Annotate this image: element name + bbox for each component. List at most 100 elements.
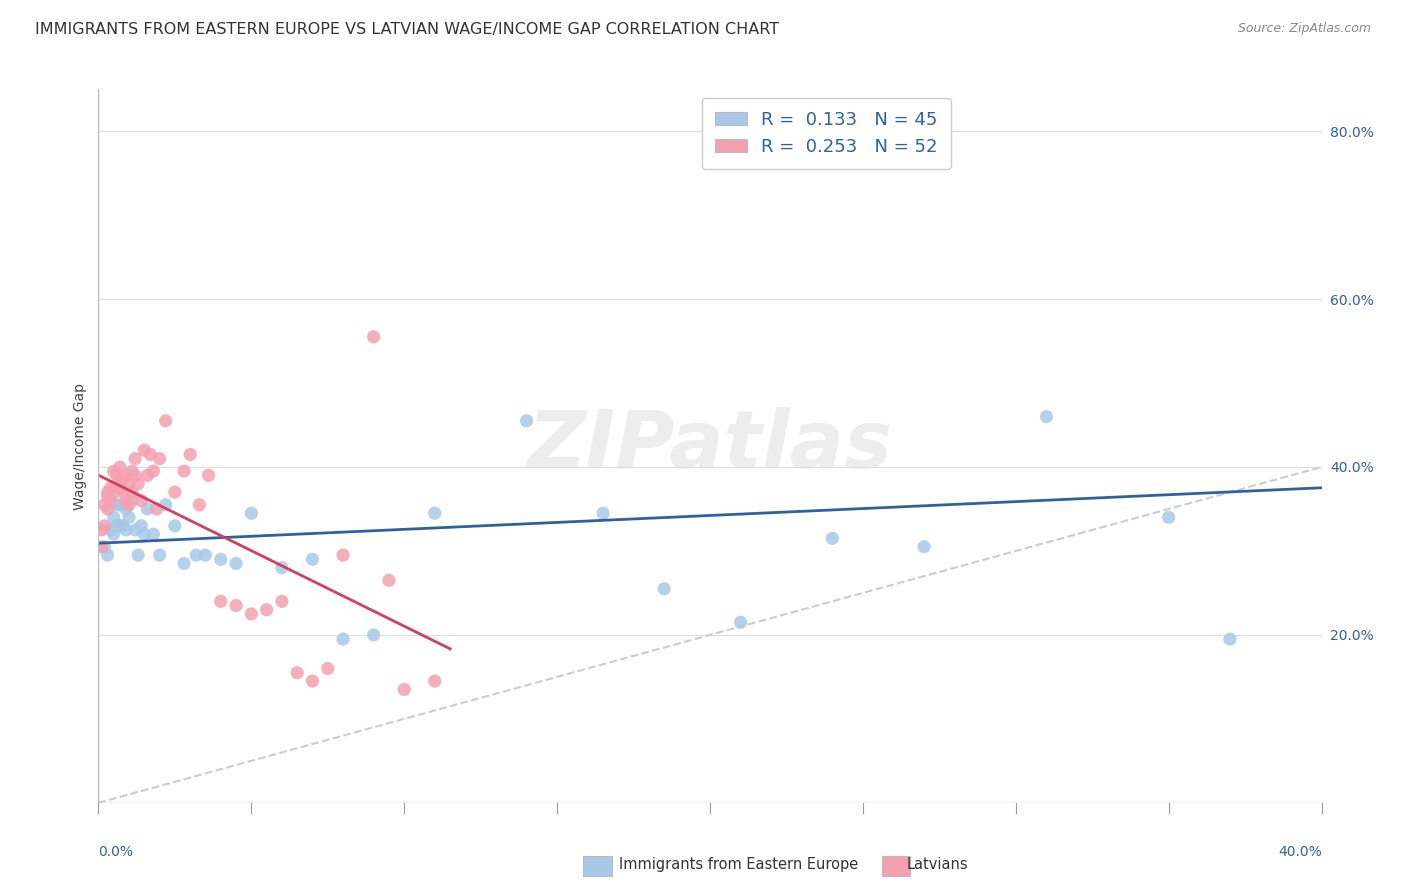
Point [103, 527, 125, 541]
Point [100, 493, 122, 508]
Point [111, 473, 134, 487]
Point [124, 468, 146, 483]
Point [173, 557, 195, 571]
Point [145, 502, 167, 516]
Point [332, 632, 354, 646]
Point [105, 498, 128, 512]
Point [163, 518, 186, 533]
Point [240, 607, 263, 621]
Point [93, 540, 115, 554]
Point [142, 527, 165, 541]
Point [90, 523, 112, 537]
Text: 40.0%: 40.0% [1278, 845, 1322, 859]
Point [108, 518, 131, 533]
Point [592, 506, 614, 520]
Point [363, 628, 385, 642]
Point [155, 414, 177, 428]
Point [105, 468, 128, 483]
Point [155, 498, 177, 512]
Point [516, 414, 538, 428]
Point [332, 548, 354, 562]
Point [194, 548, 217, 562]
Bar [583, 856, 612, 876]
Point [115, 493, 138, 508]
Point [225, 599, 247, 613]
Point [285, 665, 308, 680]
Point [97, 502, 120, 516]
Point [93, 498, 115, 512]
Point [149, 548, 172, 562]
Text: 0.0%: 0.0% [98, 845, 134, 859]
Point [423, 506, 446, 520]
Text: IMMIGRANTS FROM EASTERN EUROPE VS LATVIAN WAGE/INCOME GAP CORRELATION CHART: IMMIGRANTS FROM EASTERN EUROPE VS LATVIA… [35, 22, 779, 37]
Point [93, 518, 115, 533]
Point [121, 485, 143, 500]
Point [111, 518, 134, 533]
Bar [882, 856, 910, 876]
Point [173, 464, 195, 478]
Point [136, 502, 159, 516]
Legend: R =  0.133   N = 45, R =  0.253   N = 52: R = 0.133 N = 45, R = 0.253 N = 52 [702, 98, 950, 169]
Point [1035, 409, 1057, 424]
Point [103, 510, 125, 524]
Point [97, 485, 120, 500]
Point [121, 464, 143, 478]
Point [100, 481, 122, 495]
Point [121, 493, 143, 508]
Point [301, 552, 323, 566]
Point [197, 468, 219, 483]
Point [134, 443, 156, 458]
Point [821, 532, 844, 546]
Point [270, 560, 292, 574]
Point [105, 476, 128, 491]
Point [108, 460, 131, 475]
Point [136, 468, 159, 483]
Point [108, 498, 131, 512]
Point [127, 476, 149, 491]
Point [163, 485, 186, 500]
Point [652, 582, 675, 596]
Point [912, 540, 935, 554]
Point [97, 548, 120, 562]
Point [363, 330, 385, 344]
Point [256, 603, 278, 617]
Point [186, 548, 208, 562]
Point [124, 451, 146, 466]
Point [105, 518, 128, 533]
Point [103, 485, 125, 500]
Point [111, 498, 134, 512]
Point [149, 451, 172, 466]
Point [118, 498, 141, 512]
Point [129, 493, 152, 508]
Point [124, 523, 146, 537]
Point [188, 498, 211, 512]
Point [103, 464, 125, 478]
Point [139, 447, 162, 461]
Point [240, 506, 263, 520]
Point [90, 540, 112, 554]
Point [179, 447, 201, 461]
Point [730, 615, 752, 630]
Point [378, 574, 401, 588]
Point [142, 464, 165, 478]
Point [209, 594, 232, 608]
Point [100, 523, 122, 537]
Point [134, 527, 156, 541]
Y-axis label: Wage/Income Gap: Wage/Income Gap [73, 383, 87, 509]
Text: Immigrants from Eastern Europe: Immigrants from Eastern Europe [619, 857, 858, 872]
Text: Source: ZipAtlas.com: Source: ZipAtlas.com [1237, 22, 1371, 36]
Point [392, 682, 416, 697]
Point [115, 468, 138, 483]
Point [97, 489, 120, 503]
Text: Latvians: Latvians [907, 857, 969, 872]
Point [301, 674, 323, 689]
Point [1219, 632, 1241, 646]
Point [316, 661, 339, 675]
Point [209, 552, 232, 566]
Point [127, 548, 149, 562]
Point [111, 485, 134, 500]
Point [118, 476, 141, 491]
Text: ZIPatlas: ZIPatlas [527, 407, 893, 485]
Point [115, 523, 138, 537]
Point [108, 481, 131, 495]
